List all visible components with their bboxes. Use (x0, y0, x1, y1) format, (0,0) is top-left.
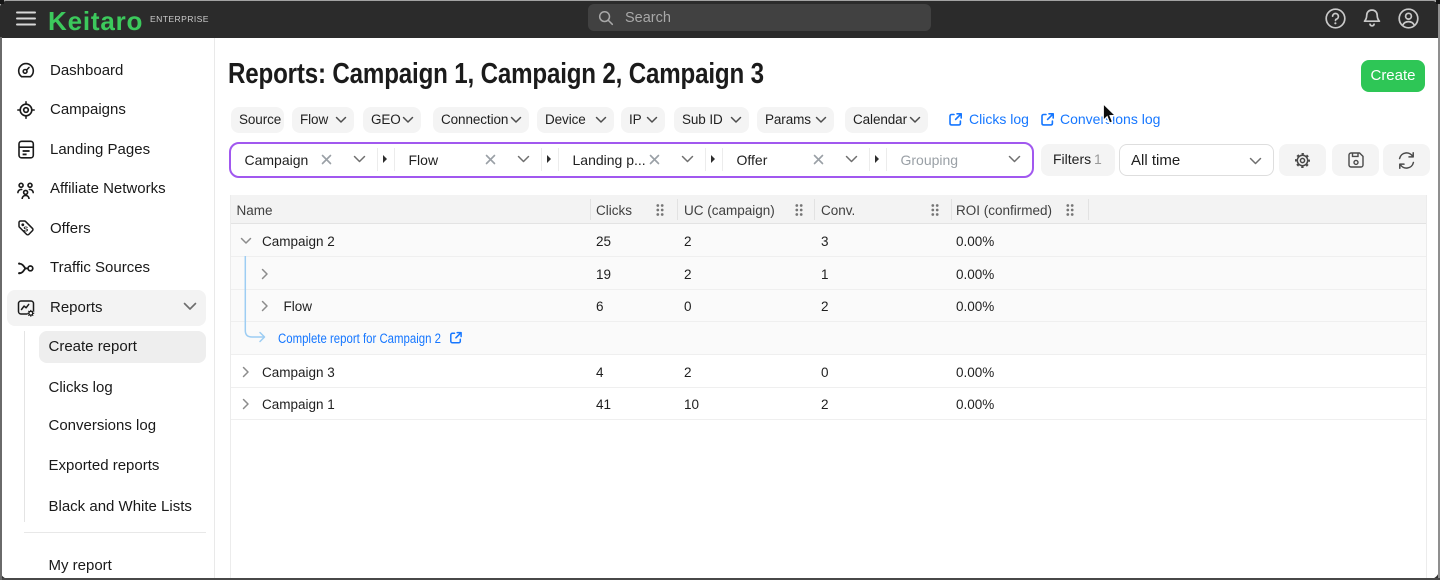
svg-text:S: S (23, 225, 28, 234)
